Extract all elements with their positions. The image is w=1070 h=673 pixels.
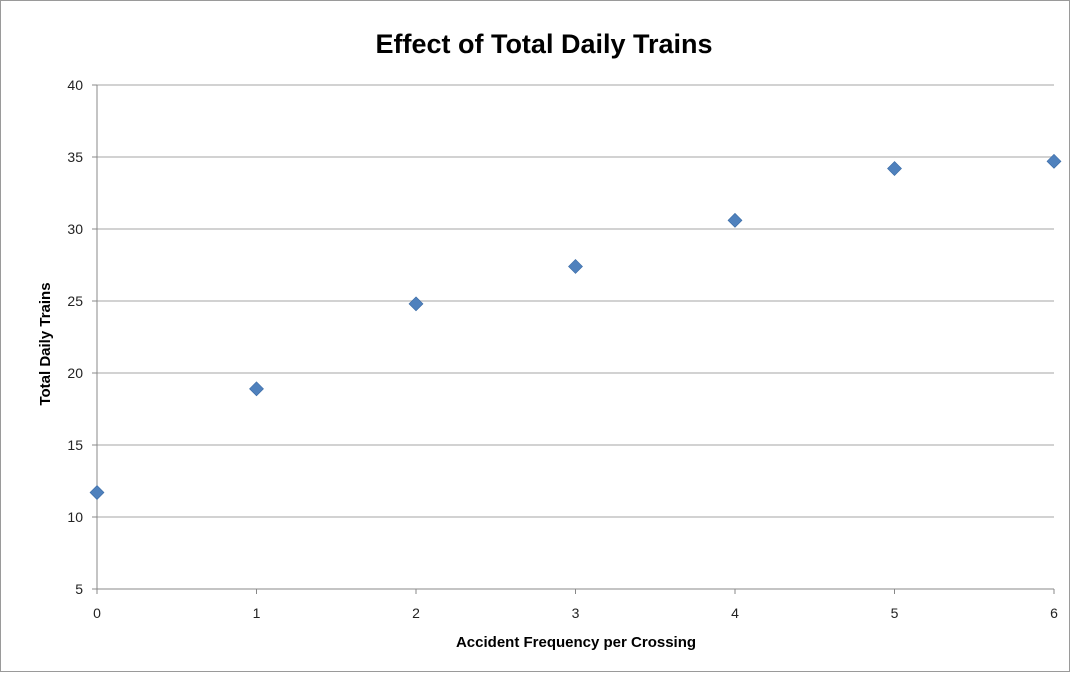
- axes: [92, 84, 1055, 594]
- y-tick-label: 35: [67, 149, 83, 165]
- data-point-diamond: [249, 381, 264, 397]
- data-point-diamond: [1046, 153, 1062, 169]
- x-tick-label: 1: [253, 605, 261, 621]
- gridlines: [97, 84, 1054, 518]
- x-tick-label: 0: [93, 605, 101, 621]
- data-point-diamond: [408, 296, 424, 312]
- data-point-diamond: [727, 212, 743, 228]
- x-tick-label: 5: [891, 605, 899, 621]
- x-tick-label: 4: [731, 605, 739, 621]
- y-axis-tick-labels: 5 10 15 20 25 30 35 40: [67, 77, 83, 597]
- data-points: [89, 153, 1062, 500]
- y-tick-label: 5: [75, 581, 83, 597]
- y-tick-label: 25: [67, 293, 83, 309]
- y-tick-label: 10: [67, 509, 83, 525]
- data-point-diamond: [89, 485, 105, 500]
- x-axis-title: Accident Frequency per Crossing: [456, 634, 696, 651]
- data-point-diamond: [887, 161, 902, 176]
- data-point-diamond: [568, 259, 583, 274]
- y-tick-label: 30: [67, 221, 83, 237]
- x-tick-label: 6: [1050, 605, 1058, 621]
- y-axis-title: Total Daily Trains: [37, 282, 54, 405]
- x-tick-label: 2: [412, 605, 420, 621]
- chart-title: Effect of Total Daily Trains: [375, 29, 712, 59]
- x-tick-label: 3: [572, 605, 580, 621]
- y-tick-label: 40: [67, 77, 83, 93]
- y-tick-label: 15: [67, 437, 83, 453]
- y-tick-label: 20: [67, 365, 83, 381]
- x-axis-tick-labels: 0 1 2 3 4 5 6: [93, 605, 1058, 621]
